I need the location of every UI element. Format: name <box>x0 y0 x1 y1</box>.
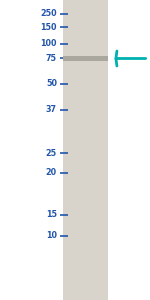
Bar <box>63 56 108 61</box>
Text: 10: 10 <box>46 231 57 240</box>
Text: 25: 25 <box>46 148 57 158</box>
Text: 100: 100 <box>40 39 57 48</box>
Text: 50: 50 <box>46 80 57 88</box>
Text: 20: 20 <box>46 168 57 177</box>
Text: 150: 150 <box>40 22 57 32</box>
Text: 75: 75 <box>46 54 57 63</box>
Text: 37: 37 <box>46 105 57 114</box>
Text: 15: 15 <box>46 210 57 219</box>
Bar <box>63 0 108 300</box>
Text: 250: 250 <box>40 9 57 18</box>
